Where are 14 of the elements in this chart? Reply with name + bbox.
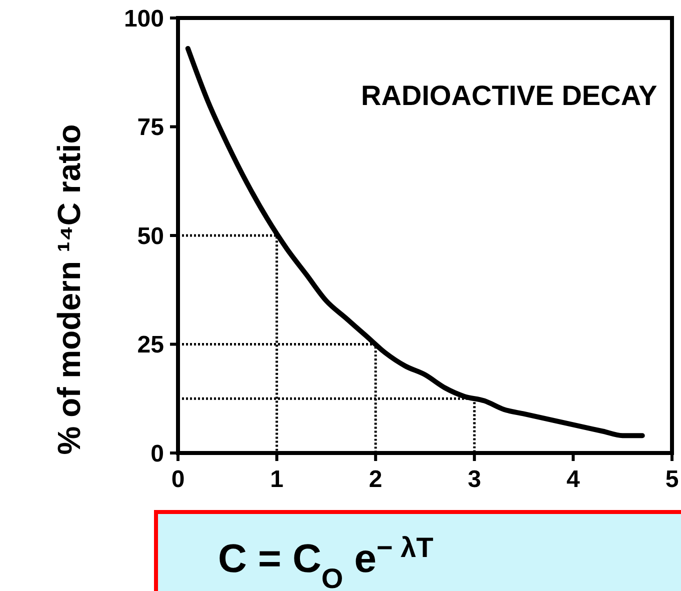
annotation: RADIOACTIVE DECAY: [361, 80, 658, 111]
y-axis-title: % of modern ¹⁴C ratio: [51, 124, 87, 455]
y-tick-label: 25: [137, 332, 164, 359]
y-tick-label: 75: [137, 114, 164, 142]
x-tick-label: 3: [468, 466, 482, 493]
x-tick-label: 4: [566, 466, 581, 493]
x-tick-label: 2: [368, 466, 382, 493]
x-tick-label: 0: [171, 466, 185, 493]
text: C = C$_{O}$ e$^{− λT}$: [218, 532, 434, 591]
x-tick-label: 1: [270, 466, 284, 493]
y-tick-label: 50: [137, 222, 164, 250]
y-tick-label: 0: [150, 440, 164, 468]
y-tick-label: 100: [124, 5, 164, 32]
x-tick-label: 5: [665, 466, 679, 493]
